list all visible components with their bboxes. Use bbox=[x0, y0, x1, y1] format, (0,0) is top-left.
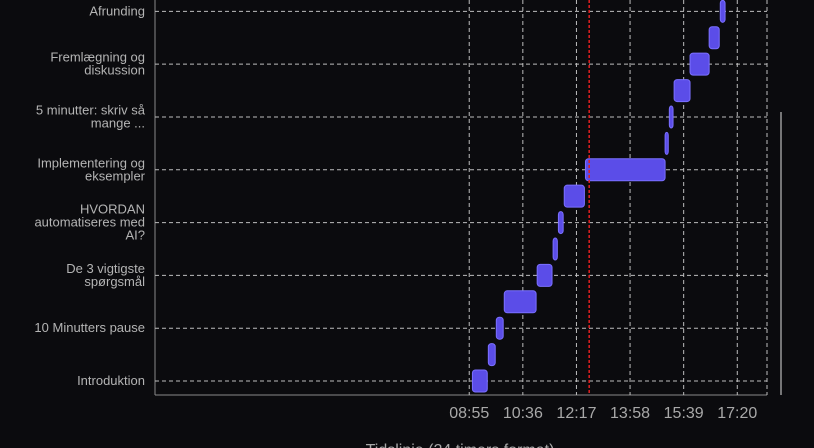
x-axis-label: Tidslinje (24 timers format) bbox=[366, 442, 555, 448]
task-bar bbox=[664, 131, 669, 155]
y-tick-label: De 3 vigtigste spørgsmål bbox=[66, 261, 145, 289]
task-bar bbox=[557, 211, 564, 235]
y-tick-label: 5 minutter: skriv så mange ... bbox=[36, 102, 146, 130]
task-bar bbox=[495, 316, 504, 340]
task-bar bbox=[673, 79, 691, 103]
task-bar bbox=[719, 0, 726, 23]
y-tick-label: Introduktion bbox=[77, 373, 145, 388]
y-tick-label: Implementering og eksempler bbox=[37, 155, 145, 183]
x-tick-label: 08:55 bbox=[449, 405, 489, 422]
task-bar bbox=[689, 52, 710, 76]
y-tick-label: Fremlægning og diskussion bbox=[50, 50, 145, 78]
x-tick-label: 17:20 bbox=[717, 405, 757, 422]
task-bar bbox=[503, 290, 537, 314]
task-bar bbox=[668, 105, 674, 129]
y-tick-label: HVORDAN automatiseres med AI? bbox=[34, 202, 145, 243]
x-tick-label: 12:17 bbox=[556, 405, 596, 422]
task-bar bbox=[552, 237, 558, 261]
x-tick-label: 10:36 bbox=[503, 405, 543, 422]
x-tick-label: 15:39 bbox=[664, 405, 704, 422]
task-bar bbox=[708, 26, 720, 50]
y-tick-label: Afrunding bbox=[89, 3, 145, 18]
task-bar bbox=[584, 158, 666, 182]
task-bar bbox=[563, 184, 585, 208]
task-bar bbox=[471, 369, 488, 393]
task-bar bbox=[487, 343, 496, 367]
y-tick-label: 10 Minutters pause bbox=[34, 320, 145, 335]
task-bar bbox=[536, 263, 553, 287]
x-tick-label: 13:58 bbox=[610, 405, 650, 422]
